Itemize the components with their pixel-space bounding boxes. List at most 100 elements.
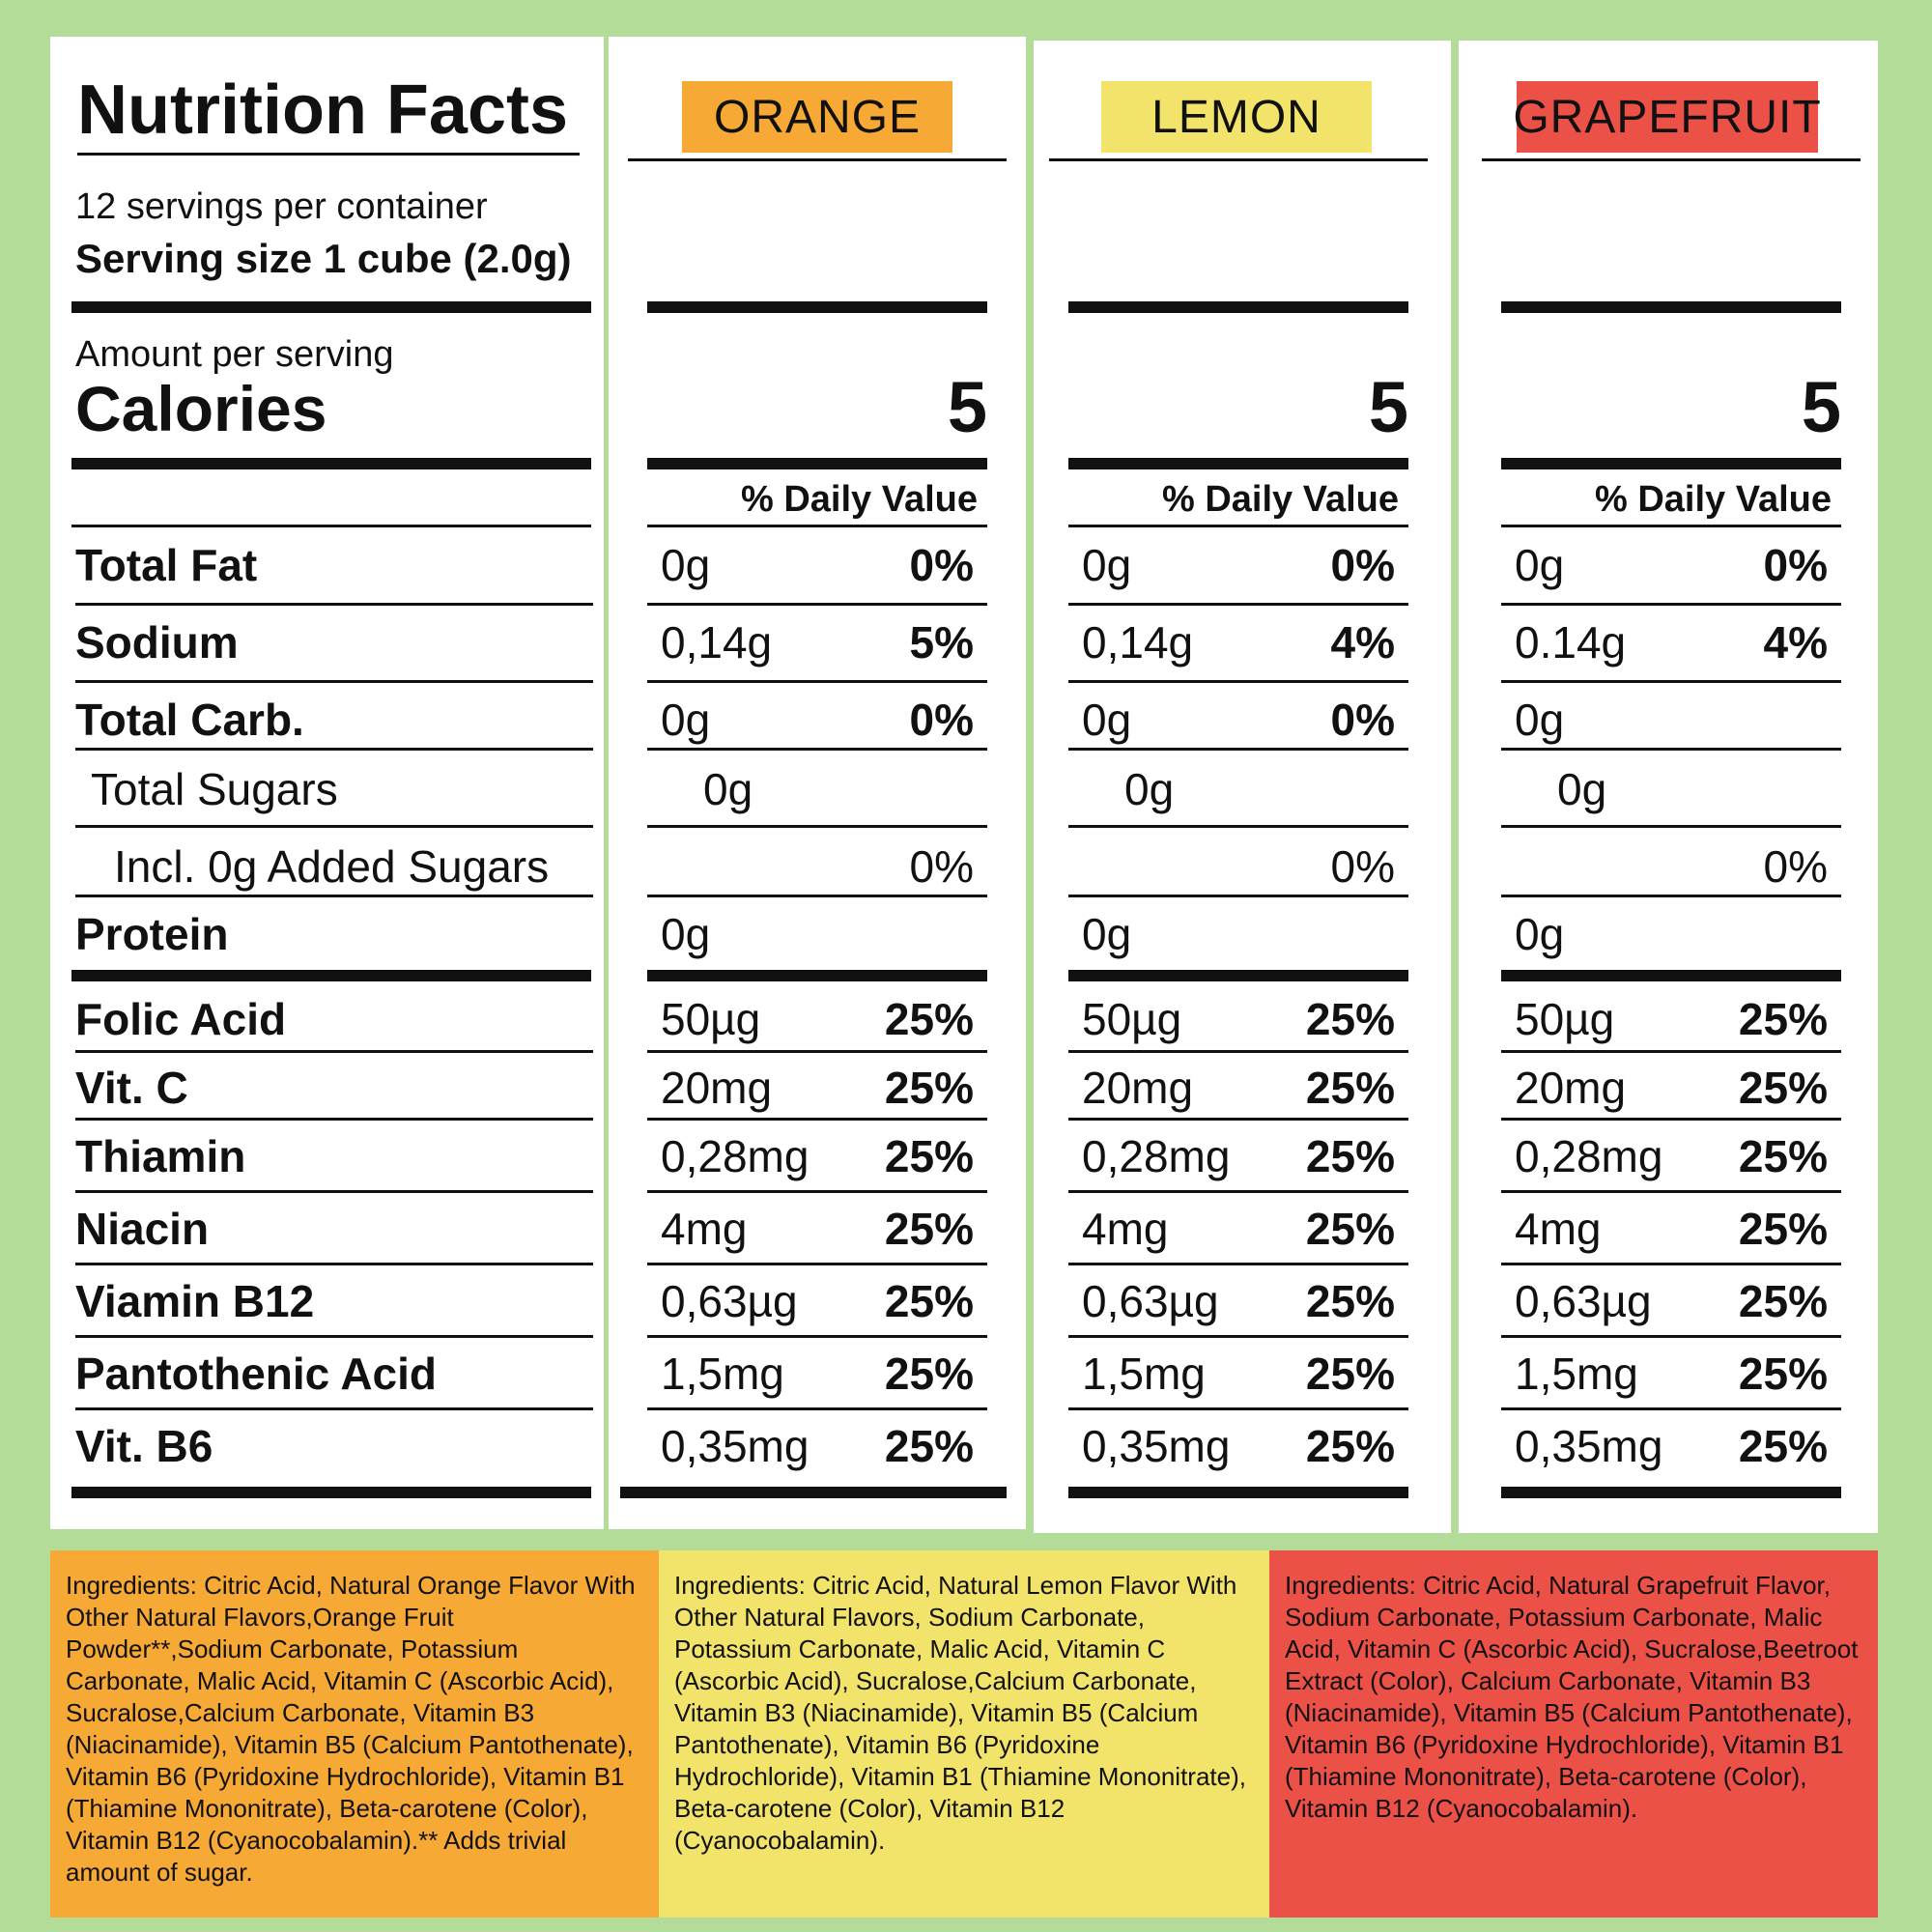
amount-per-serving: Amount per serving: [75, 334, 394, 375]
orange-panel: [609, 37, 1026, 1529]
nutrient-vit-c: Vit. C: [75, 1063, 188, 1113]
divider: [1068, 895, 1408, 897]
niacin-amount: 4mg: [1515, 1204, 1602, 1254]
divider: [75, 895, 593, 897]
thiamin-pct: 25%: [1305, 1131, 1395, 1181]
vit-c-amount: 20mg: [1515, 1063, 1627, 1113]
divider: [647, 1407, 987, 1410]
divider: [75, 1263, 593, 1265]
divider: [1068, 1335, 1408, 1338]
vitamin-b12-amount: 0,63µg: [661, 1276, 798, 1326]
calories-value: 5: [1368, 367, 1408, 447]
divider: [1068, 825, 1408, 828]
vit-c-pct: 25%: [1305, 1063, 1395, 1113]
divider: [1068, 1118, 1408, 1121]
folic-acid-amount: 50µg: [1515, 994, 1615, 1044]
divider: [1482, 158, 1861, 161]
total-fat-pct: 0%: [1330, 540, 1395, 590]
nutrition-facts-title: Nutrition Facts: [77, 75, 580, 156]
flavor-name-grapefruit: GRAPEFRUIT: [1513, 81, 1821, 153]
nutrient-sodium: Sodium: [75, 617, 239, 668]
divider: [1501, 525, 1841, 527]
divider: [1501, 680, 1841, 683]
divider: [1501, 970, 1841, 981]
ingredients-lemon: Ingredients: Citric Acid, Natural Lemon …: [659, 1550, 1269, 1918]
total-carb-amount: 0g: [661, 695, 711, 745]
pantothenic-acid-pct: 25%: [884, 1349, 974, 1399]
divider: [1068, 1407, 1408, 1410]
daily-value-header: % Daily Value: [1594, 479, 1832, 520]
niacin-pct: 25%: [1738, 1204, 1828, 1254]
calories-label: Calories: [75, 373, 327, 444]
divider: [1068, 603, 1408, 606]
total-fat-amount: 0g: [1515, 540, 1565, 590]
label-panel: [50, 37, 604, 1529]
nutrient-niacin: Niacin: [75, 1204, 210, 1254]
total-fat-amount: 0g: [661, 540, 711, 590]
vit-b6-pct: 25%: [884, 1421, 974, 1471]
calories-value: 5: [947, 367, 987, 447]
divider: [647, 825, 987, 828]
vit-b6-amount: 0,35mg: [661, 1421, 810, 1471]
ingredients-orange: Ingredients: Citric Acid, Natural Orange…: [50, 1550, 659, 1918]
daily-value-header: % Daily Value: [740, 479, 978, 520]
total-carb-amount: 0g: [1515, 695, 1565, 745]
divider: [620, 1487, 1007, 1498]
thiamin-pct: 25%: [1738, 1131, 1828, 1181]
lemon-panel: [1034, 41, 1451, 1533]
nutrient-folic-acid: Folic Acid: [75, 994, 287, 1044]
divider: [1068, 1487, 1408, 1498]
divider: [1068, 1050, 1408, 1053]
added-sugars-pct: 0%: [1330, 841, 1395, 892]
divider: [647, 1118, 987, 1121]
divider: [647, 525, 987, 527]
divider: [647, 748, 987, 751]
divider: [647, 301, 987, 313]
serving-size: Serving size 1 cube (2.0g): [75, 236, 572, 281]
vitamin-b12-pct: 25%: [884, 1276, 974, 1326]
niacin-amount: 4mg: [661, 1204, 748, 1254]
folic-acid-pct: 25%: [1305, 994, 1395, 1044]
divider: [1501, 1335, 1841, 1338]
niacin-pct: 25%: [884, 1204, 974, 1254]
divider: [75, 748, 593, 751]
vit-c-amount: 20mg: [661, 1063, 773, 1113]
divider: [647, 603, 987, 606]
divider: [75, 1050, 593, 1053]
nutrient-pantothenic-acid: Pantothenic Acid: [75, 1349, 437, 1399]
divider: [1501, 1050, 1841, 1053]
divider: [1068, 748, 1408, 751]
sodium-pct: 4%: [1330, 617, 1395, 668]
vit-b6-pct: 25%: [1738, 1421, 1828, 1471]
nutrient-added-sugars: Incl. 0g Added Sugars: [114, 841, 550, 892]
divider: [1068, 1263, 1408, 1265]
vit-c-amount: 20mg: [1082, 1063, 1194, 1113]
divider: [1501, 1118, 1841, 1121]
nutrient-total-fat: Total Fat: [75, 540, 258, 590]
sodium-pct: 5%: [909, 617, 974, 668]
divider: [75, 603, 593, 606]
added-sugars-pct: 0%: [909, 841, 974, 892]
divider: [75, 1190, 593, 1193]
folic-acid-pct: 25%: [1738, 994, 1828, 1044]
total-sugars-amount: 0g: [1124, 764, 1175, 814]
divider: [71, 970, 591, 981]
divider: [1501, 458, 1841, 469]
divider: [647, 1050, 987, 1053]
divider: [1049, 158, 1428, 161]
total-fat-pct: 0%: [1763, 540, 1828, 590]
protein-amount: 0g: [1082, 909, 1132, 959]
folic-acid-pct: 25%: [884, 994, 974, 1044]
thiamin-amount: 0,28mg: [1082, 1131, 1231, 1181]
divider: [1068, 458, 1408, 469]
thiamin-amount: 0,28mg: [1515, 1131, 1663, 1181]
niacin-amount: 4mg: [1082, 1204, 1169, 1254]
divider: [647, 680, 987, 683]
total-sugars-amount: 0g: [703, 764, 753, 814]
folic-acid-amount: 50µg: [661, 994, 761, 1044]
divider: [75, 1335, 593, 1338]
divider: [647, 970, 987, 981]
nutrient-total-sugars: Total Sugars: [91, 764, 338, 814]
servings-per-container: 12 servings per container: [75, 186, 488, 227]
pantothenic-acid-pct: 25%: [1305, 1349, 1395, 1399]
